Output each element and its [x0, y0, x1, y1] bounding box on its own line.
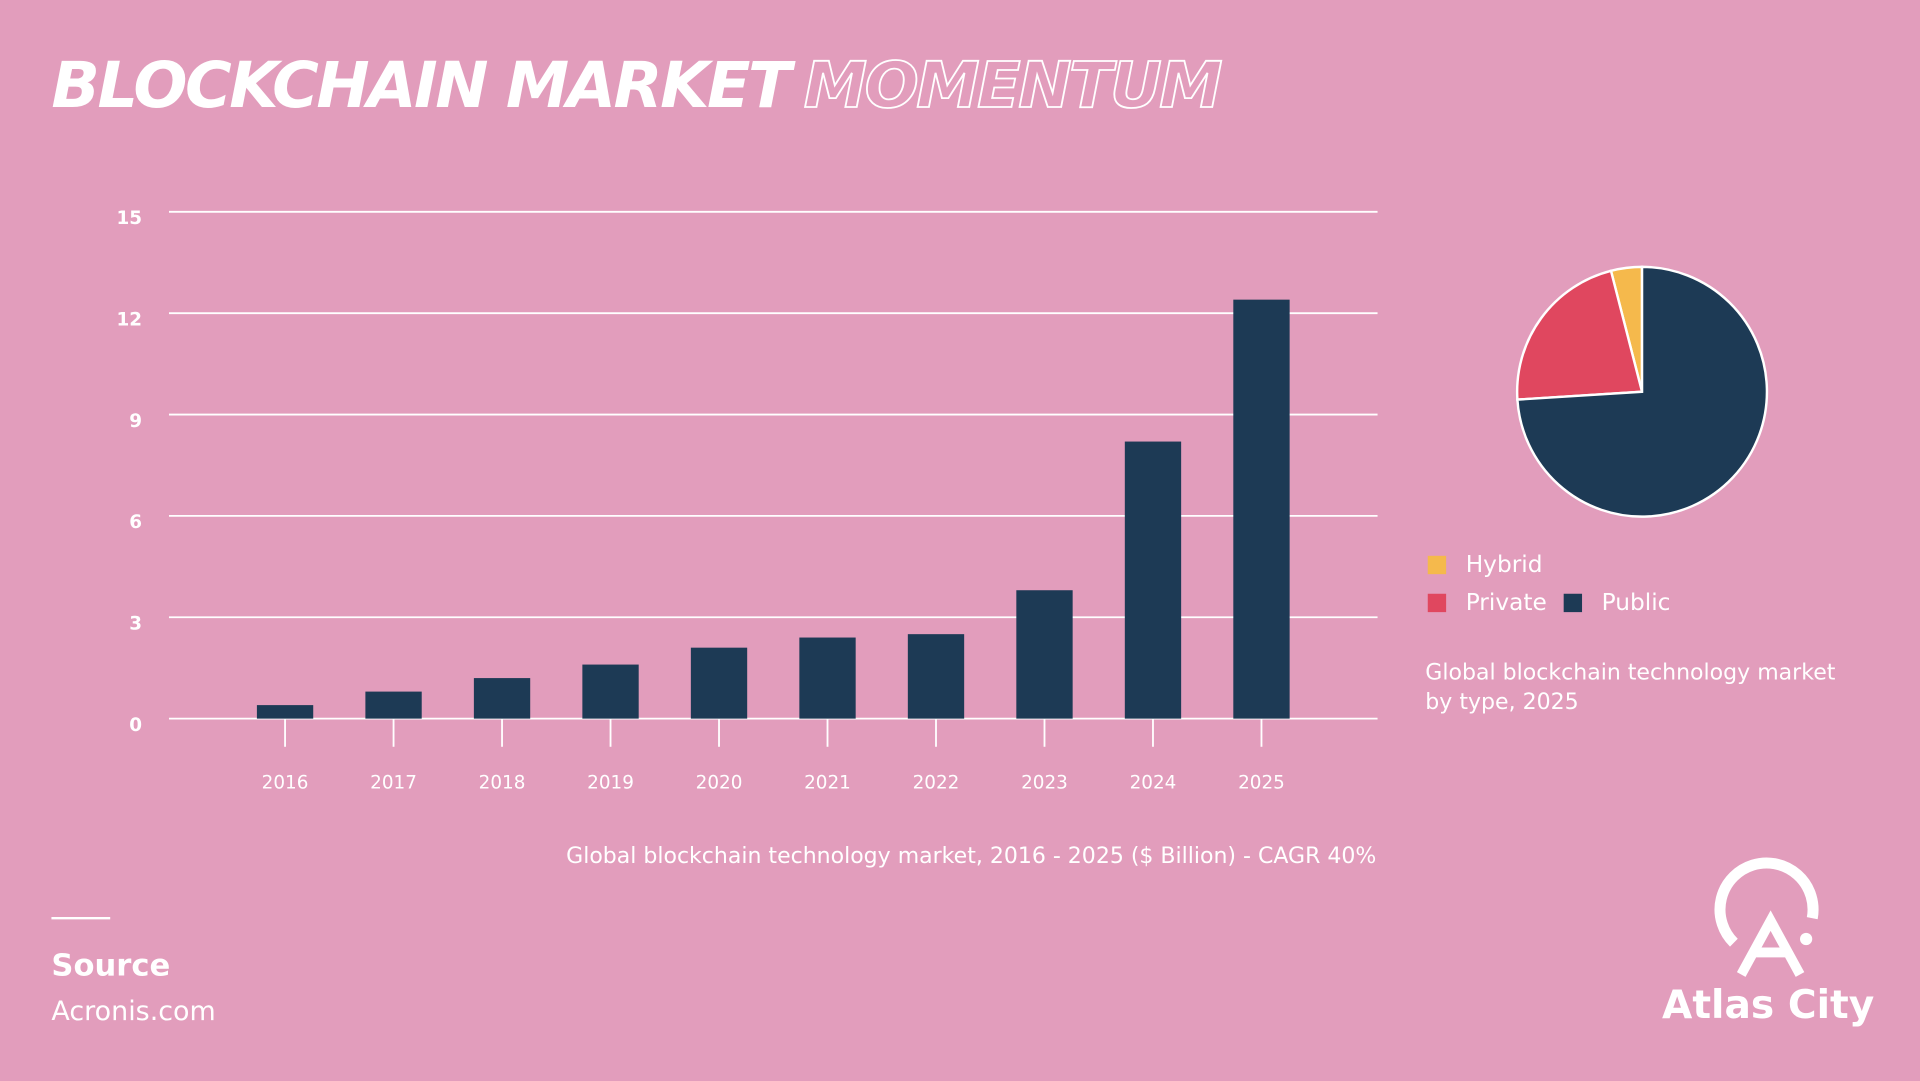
x-tick-label: 2022: [913, 773, 960, 794]
legend-swatch: [1427, 593, 1447, 613]
bar: [365, 691, 422, 719]
bar-caption: Global blockchain technology market, 201…: [566, 844, 1376, 869]
title: BLOCKCHAIN MARKET: [51, 49, 796, 123]
title-outline: MOMENTUM: [804, 49, 1223, 123]
bar: [799, 637, 856, 719]
bar: [256, 705, 314, 719]
x-tick-label: 2019: [587, 773, 634, 794]
y-tick-label: 6: [129, 512, 142, 533]
y-tick-label: 3: [129, 614, 142, 635]
y-tick-label: 0: [129, 715, 142, 736]
bar: [473, 678, 531, 719]
bar: [1124, 441, 1182, 719]
y-tick-label: 12: [116, 310, 142, 331]
x-tick-label: 2021: [804, 773, 851, 794]
legend-swatch: [1427, 555, 1447, 575]
source: Acronis.com: [51, 996, 215, 1027]
pie-slice: [1515, 269, 1644, 401]
x-tick-label: 2023: [1021, 773, 1068, 794]
pie-caption: Global blockchain technology market by t…: [1425, 659, 1836, 715]
legend-label: Public: [1602, 589, 1671, 616]
legend-swatch: [1563, 593, 1583, 613]
legend-label: Hybrid: [1466, 551, 1543, 578]
pie-caption-box: Global blockchain technology market by t…: [1425, 659, 1836, 715]
logo-icon: [1714, 857, 1819, 977]
x-tick-label: 2016: [262, 773, 309, 794]
source-label: Source: [51, 949, 170, 984]
bar: [582, 664, 639, 719]
x-tick-label: 2018: [479, 773, 526, 794]
bar: [690, 647, 748, 719]
y-tick-label: 15: [116, 208, 142, 229]
pie-slice: [1516, 265, 1769, 518]
bar: [1233, 299, 1290, 719]
x-tick-label: 2025: [1238, 773, 1285, 794]
logo-a: [1736, 910, 1805, 977]
x-tick-label: 2024: [1130, 773, 1177, 794]
legend-label: Private: [1466, 589, 1547, 616]
x-tick-label: 2020: [696, 773, 743, 794]
logo-arc: [1714, 857, 1819, 947]
bar: [907, 634, 965, 719]
y-tick-label: 9: [129, 411, 142, 432]
x-tick-label: 2017: [370, 773, 417, 794]
bar: [1016, 590, 1073, 719]
logo-dot: [1800, 932, 1813, 946]
brand: Atlas City: [1662, 983, 1874, 1028]
